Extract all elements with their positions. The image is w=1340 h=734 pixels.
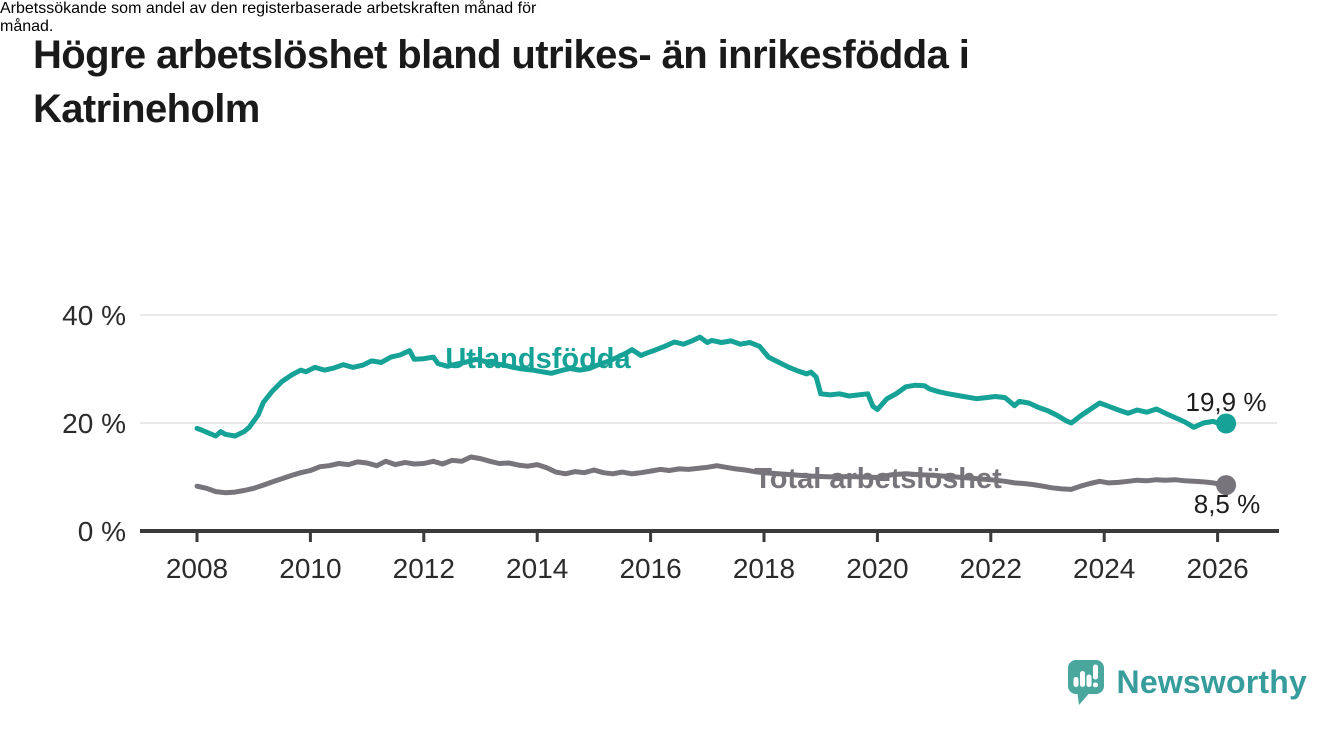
series-endpoint-dot-total-arbetsloshet [1216, 475, 1237, 496]
chart-subtitle-line-2: månad. [0, 18, 54, 35]
x-tick-label: 2026 [1186, 553, 1248, 584]
unemployment-line-chart: 40 % 20 % 0 % 2008 2010 2012 2014 2016 2018 2020 2… [62, 300, 1279, 584]
chart-title: Högre arbetslöshet bland utrikes- än inr… [33, 28, 1313, 136]
chart-title-line-1: Högre arbetslöshet bland utrikes- än inr… [33, 33, 970, 77]
series-label-total-arbetsloshet: Total arbetslöshet [754, 463, 1002, 495]
x-tick-label: 2022 [960, 553, 1022, 584]
x-tick-label: 2010 [279, 553, 341, 584]
newsworthy-wordmark: Newsworthy [1116, 663, 1307, 700]
newsworthy-logo: Newsworthy [1066, 658, 1307, 706]
x-tick-label: 2020 [846, 553, 908, 584]
series-line-utlandsfodda [194, 334, 1229, 439]
x-tick-label: 2018 [733, 553, 795, 584]
x-tick-label: 2014 [506, 553, 568, 584]
x-tick-label: 2012 [393, 553, 455, 584]
x-tick-label: 2024 [1073, 553, 1135, 584]
speech-bubble-shape [1067, 660, 1104, 705]
chart-subtitle-line-1: Arbetssökande som andel av den registerb… [0, 0, 537, 17]
y-tick-label: 40 % [62, 300, 126, 331]
exclamation-glyph [1092, 664, 1098, 688]
end-value-label-utlandsfodda: 19,9 % [1186, 387, 1267, 417]
series-line-total-arbetsloshet [194, 454, 1229, 496]
x-tick-label: 2008 [166, 553, 228, 584]
chart-title-line-2: Katrineholm [33, 87, 260, 131]
series-label-utlandsfodda: Utlandsfödda [445, 343, 631, 375]
x-tick-label: 2016 [619, 553, 681, 584]
end-value-label-total-arbetsloshet: 8,5 % [1194, 489, 1261, 519]
y-tick-label: 20 % [62, 408, 126, 439]
bar-chart-glyph [1073, 671, 1092, 687]
y-tick-label: 0 % [78, 516, 126, 547]
series-endpoint-dot-utlandsfodda [1216, 413, 1237, 434]
newsworthy-speech-bubble-chart-icon [1067, 660, 1104, 705]
